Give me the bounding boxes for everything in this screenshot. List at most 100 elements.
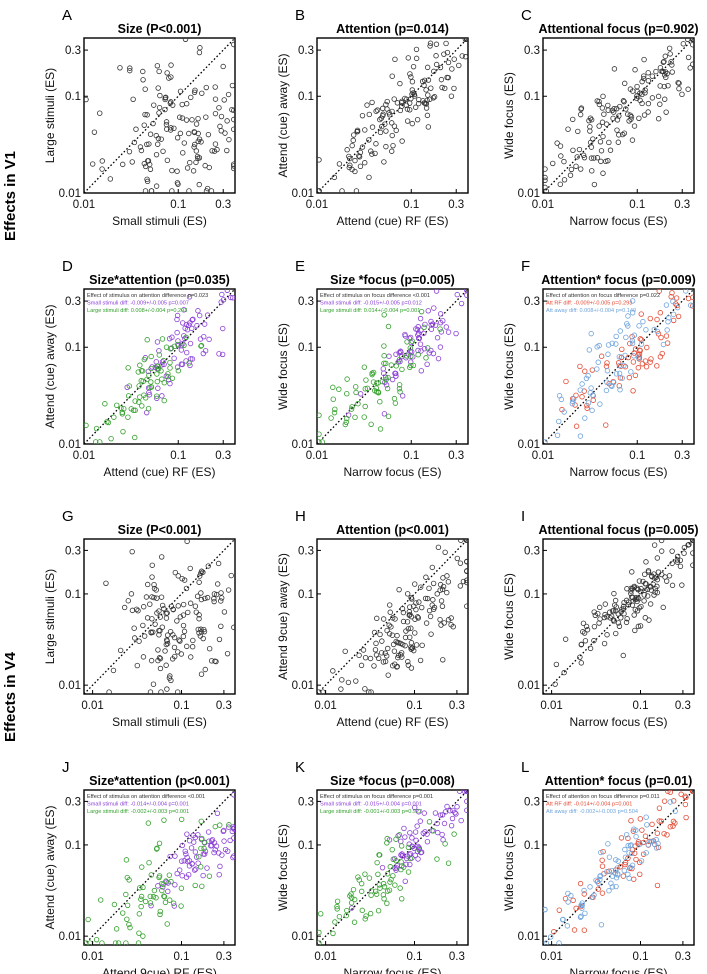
data-point bbox=[643, 559, 649, 565]
data-point bbox=[543, 174, 548, 181]
data-point bbox=[633, 856, 639, 863]
data-point bbox=[227, 837, 233, 844]
data-point bbox=[603, 387, 610, 394]
data-point bbox=[192, 882, 198, 889]
data-point bbox=[409, 91, 415, 97]
data-point bbox=[433, 289, 440, 294]
data-point bbox=[214, 810, 221, 817]
data-point bbox=[191, 867, 198, 873]
data-point bbox=[459, 53, 465, 59]
x-tick-label: 0.1 bbox=[629, 199, 645, 211]
data-point bbox=[454, 555, 461, 562]
data-point bbox=[652, 586, 658, 592]
data-point bbox=[398, 838, 404, 845]
data-point bbox=[399, 138, 405, 144]
data-point bbox=[392, 56, 398, 63]
data-point bbox=[224, 147, 230, 154]
data-point bbox=[430, 597, 436, 603]
points-e bbox=[317, 289, 468, 444]
data-point bbox=[651, 592, 657, 598]
data-point bbox=[388, 362, 395, 368]
data-point bbox=[188, 94, 194, 101]
y-tick-label: 0.3 bbox=[65, 796, 81, 808]
data-point bbox=[93, 425, 100, 432]
data-point bbox=[147, 384, 153, 391]
data-point bbox=[619, 346, 625, 352]
data-point bbox=[230, 854, 235, 861]
data-point bbox=[422, 595, 429, 602]
data-point bbox=[189, 644, 196, 650]
data-point bbox=[84, 940, 89, 945]
data-point bbox=[149, 616, 155, 622]
stat-annotation: Large stimuli diff: 0.008+/-0.004 p=0.29… bbox=[87, 308, 187, 314]
data-point bbox=[201, 851, 208, 857]
x-axis-label-b: Attend (cue) RF (ES) bbox=[336, 214, 448, 228]
data-point bbox=[654, 882, 661, 889]
data-point bbox=[379, 378, 386, 385]
data-point bbox=[145, 368, 152, 375]
data-point bbox=[184, 539, 190, 545]
data-point bbox=[435, 829, 441, 836]
data-point bbox=[620, 873, 627, 879]
data-point bbox=[169, 375, 176, 381]
data-point bbox=[217, 863, 223, 870]
data-point bbox=[402, 642, 408, 649]
data-point bbox=[357, 163, 364, 170]
data-point bbox=[633, 827, 639, 833]
data-point bbox=[613, 630, 619, 637]
data-point bbox=[412, 581, 418, 587]
data-point bbox=[433, 53, 439, 59]
data-point bbox=[220, 325, 226, 332]
data-point bbox=[129, 159, 135, 165]
data-point bbox=[184, 643, 190, 650]
data-point bbox=[361, 414, 367, 420]
data-point bbox=[621, 130, 628, 136]
data-point bbox=[199, 883, 205, 889]
data-point bbox=[165, 888, 171, 895]
data-point bbox=[464, 798, 468, 805]
data-point bbox=[154, 363, 160, 369]
data-point bbox=[132, 407, 138, 413]
data-point bbox=[578, 166, 584, 172]
data-point bbox=[217, 822, 223, 828]
data-point bbox=[156, 348, 162, 354]
data-point bbox=[190, 168, 197, 174]
data-point bbox=[661, 58, 667, 65]
data-point bbox=[633, 833, 639, 840]
data-point bbox=[635, 623, 642, 630]
data-point bbox=[161, 893, 167, 899]
data-point bbox=[433, 41, 440, 47]
data-point bbox=[355, 874, 361, 880]
data-point bbox=[445, 59, 452, 66]
data-point bbox=[373, 385, 379, 391]
data-point bbox=[152, 621, 158, 627]
stat-annotation: Small stimuli diff: -0.015+/-0.004 p=0.0… bbox=[320, 802, 422, 808]
data-point bbox=[157, 92, 163, 99]
data-point bbox=[629, 862, 636, 868]
data-point bbox=[596, 123, 602, 129]
y-tick-label: 0.1 bbox=[298, 589, 314, 601]
data-point bbox=[164, 157, 171, 164]
data-point bbox=[177, 638, 183, 644]
data-point bbox=[683, 814, 689, 821]
data-point bbox=[406, 852, 413, 858]
data-point bbox=[204, 594, 211, 601]
data-point bbox=[197, 633, 204, 639]
data-point bbox=[162, 95, 168, 101]
data-point bbox=[163, 119, 170, 125]
data-point bbox=[176, 114, 183, 120]
data-point bbox=[221, 609, 228, 615]
y-tick-label: 0.1 bbox=[298, 91, 314, 103]
row-label-v1: Effects in V1 bbox=[2, 151, 19, 241]
data-point bbox=[231, 116, 235, 123]
panel-letter-c: C bbox=[521, 7, 532, 24]
data-point bbox=[425, 308, 431, 314]
data-point bbox=[450, 807, 456, 814]
data-point bbox=[660, 59, 667, 65]
data-point bbox=[203, 114, 209, 120]
data-point bbox=[347, 155, 353, 162]
data-point bbox=[677, 557, 683, 564]
data-point bbox=[582, 368, 588, 374]
data-point bbox=[425, 77, 432, 83]
data-point bbox=[174, 870, 180, 877]
